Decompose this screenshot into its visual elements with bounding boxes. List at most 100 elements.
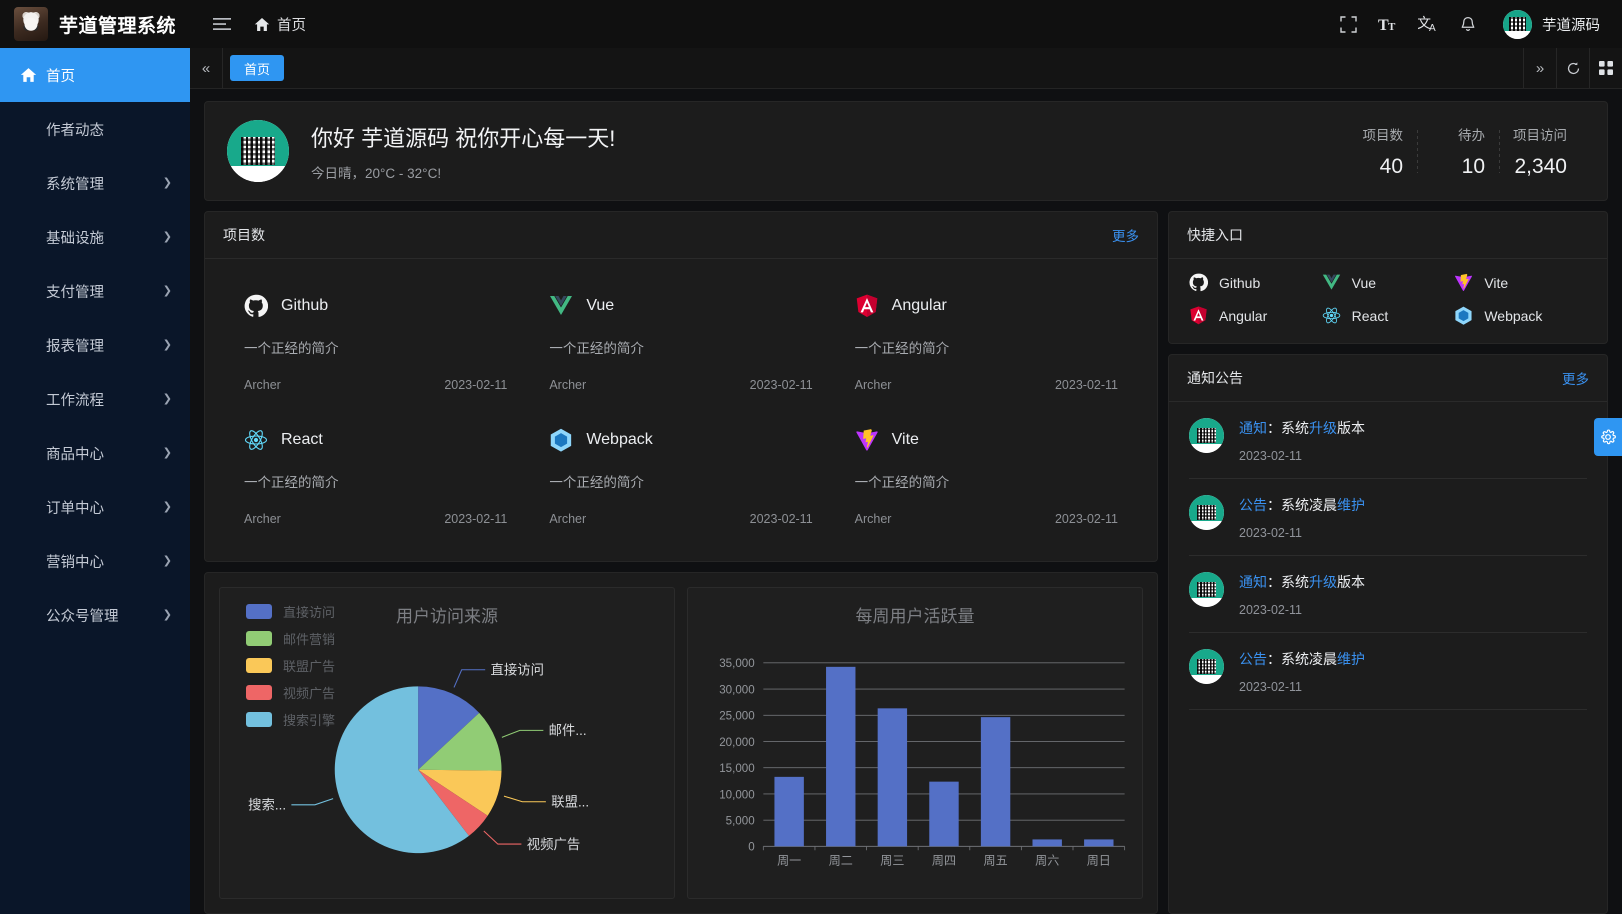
quick-link-vite[interactable]: Vite [1454, 273, 1587, 292]
quick-link-angular[interactable]: Angular [1189, 306, 1322, 325]
tabs-scroll-left-button[interactable]: « [190, 48, 223, 88]
legend-item[interactable]: 邮件营销 [246, 629, 335, 648]
project-author: Archer [549, 512, 587, 526]
project-card-angular[interactable]: Angular 一个正经的简介 Archer 2023-02-11 [834, 275, 1139, 409]
welcome-greeting: 你好 芋道源码 祝你开心每一天! [311, 125, 616, 151]
pie-slice[interactable] [418, 769, 502, 816]
bar-chart-canvas: 0 5,000 10,000 15,000 20,000 25,000 30,000 35,0… [719, 658, 1126, 868]
project-head: Vue [549, 294, 812, 318]
layout-button[interactable] [1589, 48, 1622, 88]
x-axis-tick-label: 周五 [984, 854, 1008, 868]
pie-chart: 用户访问来源 直接访问 邮件营销 [219, 587, 675, 899]
svg-text:T: T [1378, 17, 1389, 33]
quick-link-webpack[interactable]: Webpack [1454, 306, 1587, 325]
sidebar-item-report-management[interactable]: 报表管理 ❯ [0, 318, 190, 372]
sidebar-item-marketing-center[interactable]: 营销中心 ❯ [0, 534, 190, 588]
legend-item[interactable]: 搜索引擎 [246, 710, 335, 729]
tab-home[interactable]: 首页 [230, 55, 285, 81]
y-axis-tick-label: 5,000 [726, 815, 755, 827]
pie-chart-canvas: 直接访问邮件...联盟...视频广告搜索... [248, 662, 589, 854]
notice-prefix: 通知 [1239, 574, 1267, 590]
project-card-react[interactable]: React 一个正经的简介 Archer 2023-02-11 [223, 409, 528, 543]
x-axis-tick-label: 周三 [880, 854, 904, 868]
project-name: React [281, 431, 323, 448]
pie-slice[interactable] [418, 686, 480, 770]
bar[interactable] [1032, 839, 1062, 847]
bar[interactable] [826, 666, 856, 847]
bar[interactable] [877, 708, 908, 847]
notice-highlight: 维护 [1337, 651, 1365, 667]
hamburger-icon [213, 17, 231, 31]
sidebar-toggle-button[interactable] [202, 0, 242, 48]
user-menu[interactable]: 芋道源码 [1489, 9, 1606, 39]
language-button[interactable]: 文 A [1409, 0, 1447, 48]
project-date: 2023-02-11 [749, 512, 813, 526]
quick-link-react[interactable]: React [1322, 306, 1455, 325]
brand[interactable]: 芋道管理系统 [0, 7, 196, 41]
legend-item[interactable]: 直接访问 [246, 602, 335, 621]
project-card-webpack[interactable]: Webpack 一个正经的简介 Archer 2023-02-11 [528, 409, 833, 543]
project-card-vite[interactable]: Vite 一个正经的简介 Archer 2023-02-11 [834, 409, 1139, 543]
project-card-github[interactable]: Github 一个正经的简介 Archer 2023-02-11 [223, 275, 528, 409]
projects-more-link[interactable]: 更多 [1112, 229, 1139, 244]
notifications-button[interactable] [1449, 0, 1487, 48]
sidebar-item-order-center[interactable]: 订单中心 ❯ [0, 480, 190, 534]
tabs-scroll-right-button[interactable]: » [1523, 48, 1556, 88]
webpack-icon [549, 428, 573, 452]
notice-item[interactable]: 通知：系统升级版本 2023-02-11 [1189, 402, 1587, 479]
sidebar-item-workflow[interactable]: 工作流程 ❯ [0, 372, 190, 426]
settings-drawer-button[interactable] [1594, 418, 1622, 456]
sidebar-item-label: 订单中心 [46, 500, 104, 517]
bar[interactable] [1084, 839, 1114, 847]
quick-link-github[interactable]: Github [1189, 273, 1322, 292]
sidebar-item-system-management[interactable]: 系统管理 ❯ [0, 156, 190, 210]
quick-link-vue[interactable]: Vue [1322, 273, 1455, 292]
breadcrumb-item-home[interactable]: 首页 [277, 17, 306, 34]
pie-chart-title: 用户访问来源 [396, 607, 498, 626]
bar[interactable] [774, 776, 804, 847]
stat-value: 2,340 [1514, 154, 1567, 178]
legend-swatch [246, 658, 272, 673]
notice-highlight: 维护 [1337, 497, 1365, 513]
tab-list: 首页 [223, 48, 1523, 88]
pie-slice[interactable] [418, 769, 488, 836]
font-size-button[interactable]: T T [1369, 0, 1407, 48]
sidebar-item-label: 工作流程 [46, 392, 104, 409]
pie-slice[interactable] [418, 712, 502, 771]
sidebar-item-official-account[interactable]: 公众号管理 ❯ [0, 588, 190, 642]
x-axis-tick-label: 周六 [1035, 854, 1059, 868]
notices-header: 通知公告 更多 [1169, 355, 1607, 402]
sidebar-item-infrastructure[interactable]: 基础设施 ❯ [0, 210, 190, 264]
welcome-weather: 今日晴，20°C - 32°C! [311, 165, 442, 181]
quick-link-label: Webpack [1484, 307, 1543, 324]
notice-body: 通知：系统升级版本 2023-02-11 [1239, 418, 1365, 463]
legend-item[interactable]: 联盟广告 [246, 656, 335, 675]
legend-item[interactable]: 视频广告 [246, 683, 335, 702]
pie-slice[interactable] [334, 686, 469, 854]
notice-item[interactable]: 公告：系统凌晨维护 2023-02-11 [1189, 633, 1587, 710]
sidebar-item-payment-management[interactable]: 支付管理 ❯ [0, 264, 190, 318]
sidebar-item-label: 首页 [46, 68, 75, 85]
notice-avatar [1189, 572, 1224, 607]
fullscreen-button[interactable] [1329, 0, 1367, 48]
project-card-vue[interactable]: Vue 一个正经的简介 Archer 2023-02-11 [528, 275, 833, 409]
sidebar-item-author-news[interactable]: 作者动态 [0, 102, 190, 156]
legend-swatch [246, 604, 272, 619]
pie-slice-label: 直接访问 [491, 662, 544, 678]
sidebar-item-product-center[interactable]: 商品中心 ❯ [0, 426, 190, 480]
refresh-button[interactable] [1556, 48, 1589, 88]
sidebar-item-home[interactable]: 首页 [0, 48, 190, 102]
y-axis-tick-label: 25,000 [719, 711, 754, 723]
legend-label: 直接访问 [283, 605, 336, 620]
bar[interactable] [929, 781, 959, 847]
y-axis-tick-label: 10,000 [719, 789, 754, 801]
notices-more-link[interactable]: 更多 [1562, 372, 1589, 387]
tab-bar-tools: » [1523, 48, 1622, 88]
notice-item[interactable]: 通知：系统升级版本 2023-02-11 [1189, 556, 1587, 633]
panel-title: 项目数 [223, 227, 265, 243]
stat-label: 待办 [1458, 127, 1485, 143]
bar[interactable] [980, 717, 1011, 847]
react-icon [244, 428, 268, 452]
notice-item[interactable]: 公告：系统凌晨维护 2023-02-11 [1189, 479, 1587, 556]
project-desc: 一个正经的简介 [854, 341, 950, 356]
